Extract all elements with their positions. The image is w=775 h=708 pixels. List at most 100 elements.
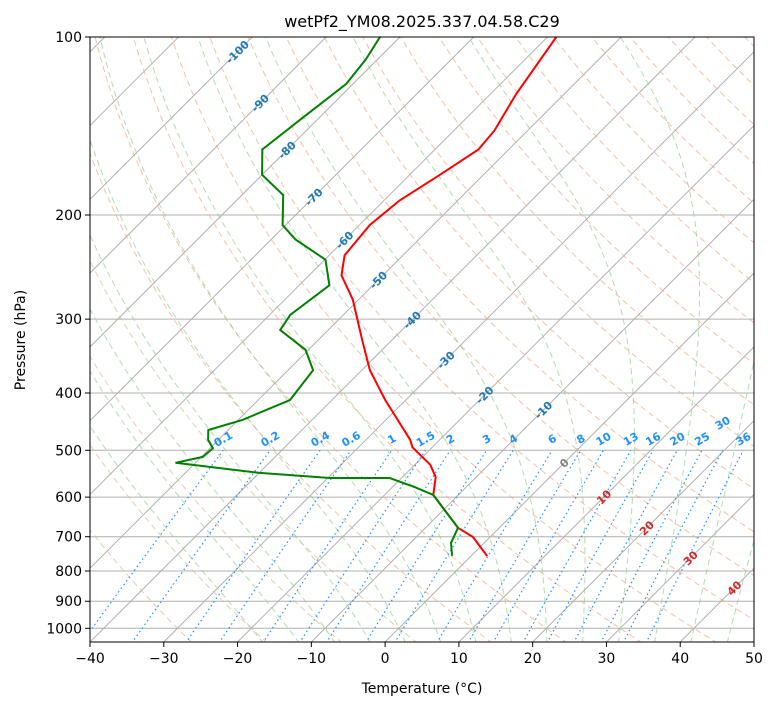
x-tick-label: 0 <box>381 651 390 667</box>
mixing-ratio-line <box>262 449 393 642</box>
mixing-ratio-label: 3 <box>480 432 493 447</box>
moist-adiabat-line <box>265 37 548 642</box>
y-tick-label: 400 <box>55 386 82 402</box>
dry-adiabat-line <box>476 37 754 324</box>
mixing-ratio-label: 1 <box>385 432 398 447</box>
isotherm-line <box>384 272 754 642</box>
dry-adiabat-line <box>90 259 417 642</box>
isotherm-line <box>90 37 475 422</box>
y-tick-label: 100 <box>55 30 82 46</box>
moist-adiabat-line <box>352 37 586 642</box>
moist-adiabat-line <box>90 425 264 642</box>
dry-adiabat-line <box>705 37 754 87</box>
y-tick-label: 200 <box>55 208 82 224</box>
background-lines <box>90 24 775 644</box>
dry-adiabat-line <box>90 444 267 642</box>
mixing-ratio-line <box>299 449 426 642</box>
isotherm-line <box>310 198 754 642</box>
mixing-ratio-line <box>573 450 678 642</box>
moist-adiabat-line <box>468 37 635 642</box>
x-tick-label: −40 <box>75 651 105 667</box>
mixing-ratio-label: 0.2 <box>259 429 282 450</box>
y-axis-label: Pressure (hPa) <box>13 290 29 390</box>
isotherm-line <box>753 641 754 642</box>
mixing-ratio-label: 36 <box>734 430 754 449</box>
mixing-ratio-line <box>394 449 514 642</box>
mixing-ratio-line <box>365 449 488 642</box>
mixing-ratio-label: 2 <box>444 432 457 447</box>
mixing-ratio-label: 25 <box>692 430 712 449</box>
isotherm-line <box>90 37 254 201</box>
y-tick-label: 900 <box>55 594 82 610</box>
y-tick-label: 600 <box>55 490 82 506</box>
isotherm-line <box>531 419 754 642</box>
x-axis-label: Temperature (°C) <box>361 681 483 697</box>
dry-adiabat-line <box>514 37 754 284</box>
dry-adiabat-line <box>667 37 754 126</box>
x-tick-label: −30 <box>149 651 179 667</box>
mixing-ratio-line <box>436 449 553 642</box>
mixing-ratio-label: 16 <box>643 430 663 449</box>
isotherm-line <box>163 51 754 642</box>
dry-adiabat-line <box>629 37 754 165</box>
moist-adiabat-line <box>90 138 406 642</box>
mixing-ratio-label: 0.4 <box>309 429 333 450</box>
isotherm-line <box>458 346 754 642</box>
axes: −40 −30 −20 −10 0 10 20 30 40 50 100 200 300 400 500 60… <box>46 30 763 667</box>
isotherm-line <box>90 37 327 274</box>
y-tick-label: 800 <box>55 564 82 580</box>
moist-adiabat-line <box>726 538 754 642</box>
dry-adiabat-line <box>90 355 342 642</box>
mixing-ratio-label: 20 <box>668 430 688 449</box>
mixing-ratio-line <box>185 449 321 642</box>
moist-adiabat-line <box>99 37 442 642</box>
mixing-ratio-label: 1.5 <box>414 429 437 450</box>
moist-adiabat-line <box>90 233 371 642</box>
dewpoint-profile-line <box>175 37 460 556</box>
mixing-ratio-label: 0.1 <box>212 429 235 450</box>
x-tick-label: −20 <box>223 651 253 667</box>
isotherm-line <box>90 37 622 569</box>
dry-adiabat-line <box>209 37 754 621</box>
y-tick-label: 300 <box>55 312 82 328</box>
mixing-ratio-line <box>90 449 224 633</box>
dry-adiabat-line <box>247 37 754 577</box>
dry-adiabat-line <box>770 24 775 644</box>
x-tick-label: 30 <box>598 651 616 667</box>
dry-adiabat-line <box>438 37 754 365</box>
x-tick-label: 10 <box>450 651 468 667</box>
x-tick-label: −10 <box>297 651 327 667</box>
y-tick-label: 1000 <box>46 621 82 637</box>
mixing-ratio-label: 10 <box>594 430 614 449</box>
isotherm-line <box>90 37 549 496</box>
mixing-ratio-label: 8 <box>574 432 587 447</box>
mixing-ratio-line <box>218 449 352 642</box>
dry-adiabat-line <box>94 37 567 642</box>
y-tick-label: 500 <box>55 443 82 459</box>
profiles <box>175 37 558 557</box>
dry-adiabat-line <box>362 37 754 448</box>
isotherm-label: 10 <box>594 487 614 507</box>
moist-adiabat-line <box>690 358 754 642</box>
y-tick-label: 700 <box>55 530 82 546</box>
x-tick-label: 20 <box>524 651 542 667</box>
mixing-ratio-line <box>623 450 724 642</box>
isotherm-line <box>236 124 754 642</box>
plot-frame <box>89 36 755 643</box>
isotherm-line <box>90 37 696 642</box>
x-tick-label: 40 <box>671 651 689 667</box>
x-tick-label: 50 <box>745 651 763 667</box>
dry-adiabat-line <box>285 37 754 533</box>
mixing-ratio-line <box>326 449 451 642</box>
mixing-ratio-line <box>600 450 703 642</box>
mixing-ratio-line <box>467 449 582 642</box>
moist-adiabat-line <box>90 370 300 642</box>
dry-adiabat-line <box>553 37 754 244</box>
chart-title: wetPf2_YM08.2025.337.04.58.C29 <box>284 12 560 32</box>
moist-adiabat-line <box>619 37 700 642</box>
line-labels: 0.1 0.2 0.4 0.6 1 1.5 2 3 4 6 8 10 13 16 20 253036-100-… <box>212 38 754 599</box>
moist-adiabat-line <box>90 307 335 642</box>
isotherm-line <box>605 493 754 642</box>
isotherm-line <box>90 37 401 348</box>
